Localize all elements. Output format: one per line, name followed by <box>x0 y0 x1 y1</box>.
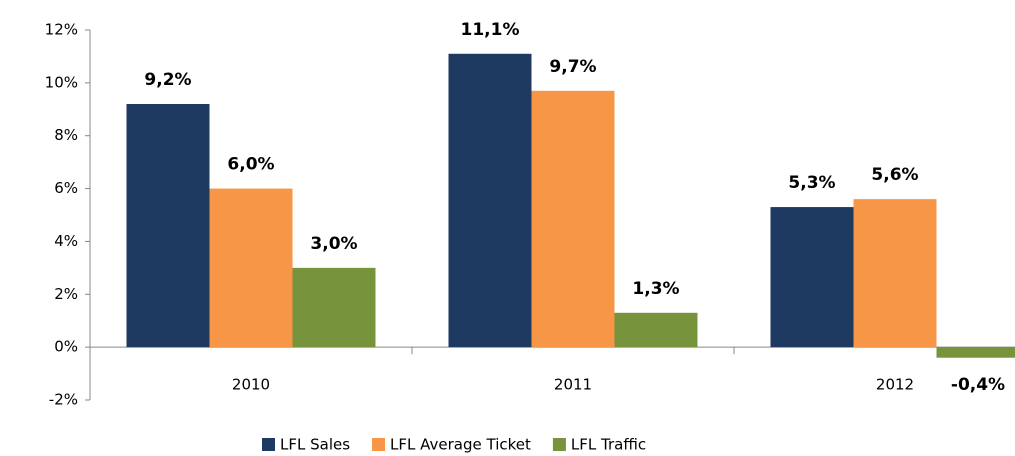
y-tick-label: 10% <box>45 73 78 91</box>
x-tick-label: 2012 <box>876 376 914 394</box>
legend-swatch <box>372 438 386 451</box>
legend-swatch <box>552 438 566 451</box>
bar <box>853 199 937 348</box>
bar <box>126 104 210 348</box>
x-tick-label: 2010 <box>232 376 270 394</box>
y-tick-label: 4% <box>54 232 78 250</box>
value-label: 11,1% <box>461 20 520 40</box>
bar <box>292 267 376 348</box>
y-tick-label: 6% <box>54 179 78 197</box>
value-label: 9,2% <box>144 70 191 90</box>
y-tick-label: 12% <box>45 21 78 39</box>
y-tick-label: 0% <box>54 338 78 356</box>
value-label: 5,3% <box>788 173 835 193</box>
y-tick-label: -2% <box>49 391 78 409</box>
x-tick-label: 2011 <box>554 376 592 394</box>
bar <box>531 90 615 348</box>
legend-label: LFL Average Ticket <box>390 436 531 454</box>
value-label: 6,0% <box>227 155 274 175</box>
value-label: 1,3% <box>632 279 679 299</box>
legend-swatch <box>262 438 275 451</box>
y-tick-label: 8% <box>54 126 78 144</box>
legend-label: LFL Traffic <box>571 436 646 454</box>
value-label: 5,6% <box>871 165 918 185</box>
bar <box>936 347 1015 358</box>
legend-label: LFL Sales <box>280 436 350 454</box>
bar <box>770 207 854 348</box>
bar <box>448 53 532 348</box>
value-label: 9,7% <box>549 57 596 77</box>
value-label: 3,0% <box>310 234 357 254</box>
value-label: -0,4% <box>951 375 1005 395</box>
bar <box>614 312 698 348</box>
y-tick-label: 2% <box>54 285 78 303</box>
bar <box>209 188 293 348</box>
